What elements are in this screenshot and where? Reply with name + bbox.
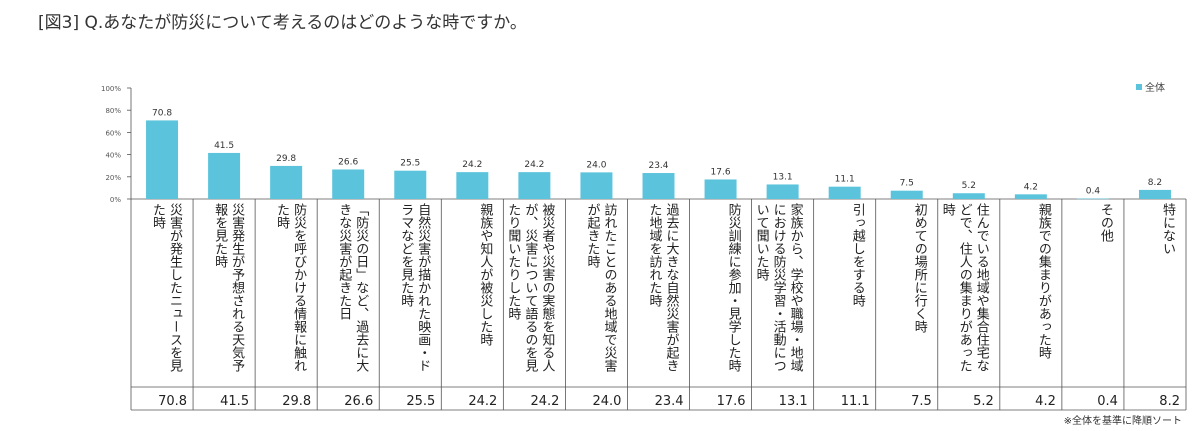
- table-value: 13.1: [778, 394, 808, 409]
- table-value: 26.6: [344, 394, 374, 409]
- category-label: 自然災害が描かれた映画・ドラマなどを見た時: [398, 203, 431, 372]
- y-tick-label: 40%: [105, 152, 121, 160]
- bar: [456, 172, 489, 199]
- table-column: 家族から、学校や職場・地域における防災学習・活動について聞いた時 13.1: [752, 199, 814, 410]
- y-tick-label: 100%: [101, 85, 121, 93]
- table-column: 親族や知人が被災した時 24.2: [441, 199, 503, 410]
- category-label: 親族での集まりがあった時: [1035, 203, 1051, 359]
- category-label: その他: [1097, 203, 1113, 242]
- table-column: 防災を呼びかける情報に触れた時 29.8: [255, 199, 317, 410]
- category-label: 災害が発生したニュースを見た時: [150, 203, 183, 372]
- bar-value-label: 25.5: [400, 159, 420, 169]
- bar: [642, 173, 675, 199]
- bar: [1014, 194, 1047, 199]
- sort-note: ※全体を基準に降順ソート: [1063, 416, 1182, 427]
- table-column: 訪れたことのある地域で災害が起きた時 24.0: [565, 199, 627, 410]
- bar: [208, 152, 241, 199]
- table-column: 親族での集まりがあった時 4.2: [1000, 199, 1062, 410]
- legend-swatch: [1136, 83, 1142, 90]
- y-tick-label: 60%: [105, 129, 121, 137]
- bar-value-label: 11.1: [835, 175, 855, 185]
- bar-value-label: 41.5: [214, 141, 234, 151]
- category-label: 過去に大きな自然災害が起きた地域を訪れた時: [646, 203, 679, 372]
- table-column: 特にない 8.2: [1124, 199, 1186, 410]
- bar-value-label: 26.6: [338, 157, 358, 167]
- table-column: その他 0.4: [1062, 199, 1124, 410]
- bar: [394, 170, 427, 199]
- bar-value-label: 7.5: [900, 179, 914, 189]
- category-label: 特にない: [1159, 203, 1175, 255]
- table-column: 自然災害が描かれた映画・ドラマなどを見た時 25.5: [379, 199, 441, 410]
- category-label: 引っ越しをする時: [849, 203, 865, 307]
- y-tick-label: 20%: [105, 174, 121, 182]
- table-value: 23.4: [654, 394, 684, 409]
- table-value: 4.2: [1035, 394, 1056, 409]
- table-column: 防災訓練に参加・見学した時 17.6: [690, 199, 752, 410]
- bar: [146, 120, 179, 199]
- category-label: 親族や知人が被災した時: [477, 203, 493, 346]
- category-label: 防災を呼びかける情報に触れた時: [274, 203, 307, 372]
- bar: [518, 172, 551, 199]
- table-value: 29.8: [282, 394, 312, 409]
- table-value: 0.4: [1097, 394, 1118, 409]
- bar-value-label: 5.2: [962, 181, 976, 191]
- table-value: 11.1: [840, 394, 870, 409]
- table-value: 24.2: [468, 394, 498, 409]
- table-value: 70.8: [158, 394, 188, 409]
- bar: [1138, 189, 1171, 199]
- bar-value-label: 17.6: [711, 167, 731, 177]
- bar: [270, 165, 303, 199]
- table-value: 8.2: [1159, 394, 1180, 409]
- category-label: 初めての場所に行く時: [911, 203, 927, 333]
- y-tick-label: 0%: [110, 196, 121, 204]
- table-column: 被災者や災害の実態を知る人が、災害について語るのを見たり聞いたりした時 24.2: [503, 199, 565, 410]
- bar-value-label: 13.1: [773, 172, 793, 182]
- bar-value-label: 23.4: [648, 161, 668, 171]
- table-column: 過去に大きな自然災害が起きた地域を訪れた時 23.4: [627, 199, 689, 410]
- bar-value-label: 24.2: [524, 160, 544, 170]
- data-table: 災害が発生したニュースを見た時 70.8 災害発生が予想される天気予報を見た時 41.…: [131, 199, 1186, 410]
- table-value: 24.0: [592, 394, 622, 409]
- table-value: 25.5: [406, 394, 436, 409]
- bar-value-label: 24.2: [462, 160, 482, 170]
- table-value: 17.6: [716, 394, 746, 409]
- bar-value-label: 4.2: [1024, 182, 1038, 192]
- bar: [766, 184, 799, 199]
- bar-value-label: 70.8: [152, 108, 172, 118]
- table-column: 住んでいる地域や集合住宅などで、住人の集まりがあった時 5.2: [938, 199, 1000, 410]
- category-label: 「防災の日」など、過去に大きな災害が起きた日: [336, 203, 369, 372]
- bar: [1076, 198, 1109, 200]
- bar: [580, 172, 613, 199]
- table-value: 24.2: [530, 394, 560, 409]
- table-column: 災害発生が予想される天気予報を見た時 41.5: [193, 199, 255, 410]
- y-tick-label: 80%: [105, 107, 121, 115]
- bar-value-label: 8.2: [1148, 178, 1162, 188]
- legend: 全体: [1136, 79, 1165, 94]
- table-value: 7.5: [911, 394, 932, 409]
- bar-value-label: 24.0: [586, 160, 606, 170]
- bar-value-label: 29.8: [276, 154, 296, 164]
- category-label: 家族から、学校や職場・地域における防災学習・活動について聞いた時: [753, 203, 803, 372]
- bar: [952, 193, 985, 199]
- bar: [704, 179, 737, 199]
- category-label: 被災者や災害の実態を知る人が、災害について語るのを見たり聞いたりした時: [505, 203, 555, 372]
- table-value: 41.5: [220, 394, 250, 409]
- category-label: 住んでいる地域や集合住宅などで、住人の集まりがあった時: [939, 203, 989, 372]
- category-label: 災害発生が予想される天気予報を見た時: [212, 203, 245, 372]
- bar: [828, 186, 861, 199]
- bar-value-label: 0.4: [1086, 187, 1101, 197]
- category-label: 訪れたことのある地域で災害が起きた時: [584, 203, 617, 372]
- bar: [332, 169, 365, 199]
- bar: [890, 190, 923, 199]
- table-column: 災害が発生したニュースを見た時 70.8: [131, 199, 193, 410]
- table-value: 5.2: [973, 394, 994, 409]
- category-label: 防災訓練に参加・見学した時: [725, 203, 741, 372]
- table-column: 初めての場所に行く時 7.5: [876, 199, 938, 410]
- table-column: 「防災の日」など、過去に大きな災害が起きた日 26.6: [317, 199, 379, 410]
- page-title: [図3] Q.あなたが防災について考えるのはどのような時ですか。: [38, 13, 527, 33]
- legend-label: 全体: [1145, 83, 1165, 94]
- table-column: 引っ越しをする時 11.1: [814, 199, 876, 410]
